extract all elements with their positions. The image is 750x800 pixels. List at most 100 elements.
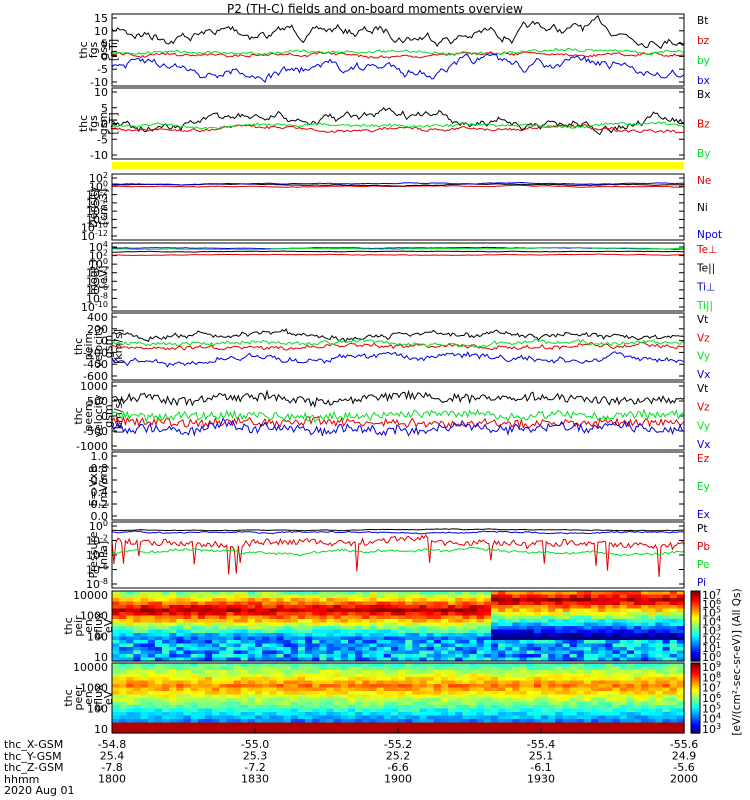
spectrogram-cell	[455, 670, 463, 675]
spectrogram-cell	[147, 715, 156, 720]
spectrogram-cell	[269, 615, 278, 620]
spectrogram-cell	[426, 708, 435, 713]
spectrogram-cell	[619, 726, 628, 731]
spectrogram-cell	[204, 722, 213, 727]
spectrogram-cell	[176, 694, 185, 699]
spectrogram-cell	[276, 591, 285, 596]
spectrogram-cell	[455, 712, 463, 717]
spectrogram-cell	[133, 684, 142, 689]
spectrogram-cell	[469, 663, 478, 668]
spectrogram-cell	[548, 591, 556, 596]
spectrogram-cell	[326, 701, 335, 706]
spectrogram-cell	[355, 594, 363, 599]
spectrogram-cell	[255, 680, 263, 685]
y-tick-label: -5	[97, 133, 108, 146]
spectrogram-cell	[369, 640, 378, 645]
spectrogram-cell	[433, 636, 442, 641]
spectrogram-cell	[262, 666, 270, 671]
spectrogram-cell	[383, 680, 392, 685]
spectrogram-cell	[183, 643, 192, 648]
spectrogram-cell	[290, 726, 299, 731]
spectrogram-cell	[262, 726, 270, 731]
spectrogram-cell	[212, 722, 220, 727]
spectrogram-cell	[176, 636, 185, 641]
spectrogram-cell	[426, 647, 435, 652]
spectrogram-cell	[562, 670, 571, 675]
spectrogram-cell	[526, 729, 535, 734]
spectrogram-cell	[612, 687, 621, 692]
spectrogram-cell	[412, 608, 421, 613]
spectrogram-cell	[276, 615, 285, 620]
spectrogram-cell	[147, 605, 156, 610]
spectrogram-cell	[226, 636, 235, 641]
spectrogram-cell	[376, 666, 385, 671]
spectrogram-cell	[591, 670, 599, 675]
panel-frame	[111, 381, 685, 451]
spectrogram-cell	[269, 612, 278, 617]
spectrogram-cell	[491, 650, 499, 655]
spectrogram-cell	[491, 684, 499, 689]
spectrogram-cell	[498, 708, 506, 713]
spectrogram-cell	[440, 622, 449, 627]
spectrogram-cell	[419, 694, 428, 699]
spectrogram-cell	[333, 691, 342, 696]
spectrogram-cell	[419, 708, 428, 713]
spectrogram-cell	[598, 715, 606, 720]
spectrogram-cell	[212, 605, 220, 610]
spectrogram-cell	[126, 601, 135, 606]
spectrogram-cell	[369, 615, 378, 620]
spectrogram-cell	[398, 666, 406, 671]
colorbar-cell	[691, 722, 700, 725]
spectrogram-cell	[140, 684, 149, 689]
spectrogram-cell	[126, 708, 135, 713]
spectrogram-cell	[634, 698, 642, 703]
colorbar-cell	[691, 606, 700, 610]
spectrogram-cell	[634, 612, 642, 617]
spectrogram-cell	[476, 708, 485, 713]
spectrogram-cell	[405, 650, 413, 655]
spectrogram-cell	[119, 677, 127, 682]
spectrogram-cell	[405, 601, 413, 606]
spectrogram-cell	[662, 687, 671, 692]
spectrogram-cell	[591, 605, 599, 610]
y-tick-label: 0.2	[91, 498, 109, 511]
spectrogram-cell	[398, 640, 406, 645]
spectrogram-cell	[533, 673, 542, 678]
spectrogram-cell	[440, 629, 449, 634]
spectrogram-cell	[162, 636, 170, 641]
spectrogram-cell	[283, 670, 292, 675]
spectrogram-cell	[355, 666, 363, 671]
spectrogram-cell	[190, 691, 199, 696]
spectrogram-cell	[183, 705, 192, 710]
spectrogram-cell	[176, 705, 185, 710]
spectrogram-cell	[369, 712, 378, 717]
spectrogram-cell	[147, 640, 156, 645]
spectrogram-cell	[240, 715, 249, 720]
spectrogram-cell	[440, 650, 449, 655]
spectrogram-cell	[176, 677, 185, 682]
spectrogram-cell	[541, 622, 549, 627]
spectrogram-cell	[605, 694, 614, 699]
spectrogram-cell	[319, 663, 328, 668]
spectrogram-cell	[140, 654, 149, 659]
y-axis-label: thc	[62, 617, 75, 634]
colorbar-cell	[691, 627, 700, 631]
spectrogram-cell	[505, 684, 514, 689]
spectrogram-cell	[162, 650, 170, 655]
spectrogram-cell	[283, 701, 292, 706]
spectrogram-cell	[676, 663, 685, 668]
spectrogram-cell	[204, 666, 213, 671]
spectrogram-cell	[369, 698, 378, 703]
spectrogram-cell	[626, 673, 635, 678]
x-tick-label: -55.0	[241, 738, 269, 751]
spectrogram-cell	[197, 647, 206, 652]
spectrogram-cell	[612, 619, 621, 624]
spectrogram-cell	[348, 622, 356, 627]
spectrogram-cell	[262, 691, 270, 696]
spectrogram-cell	[383, 640, 392, 645]
series-line-vy	[111, 408, 685, 424]
spectrogram-cell	[297, 657, 306, 662]
panel-frame	[111, 521, 685, 589]
y-tick-label: 0	[101, 50, 108, 63]
spectrogram-cell	[283, 640, 292, 645]
